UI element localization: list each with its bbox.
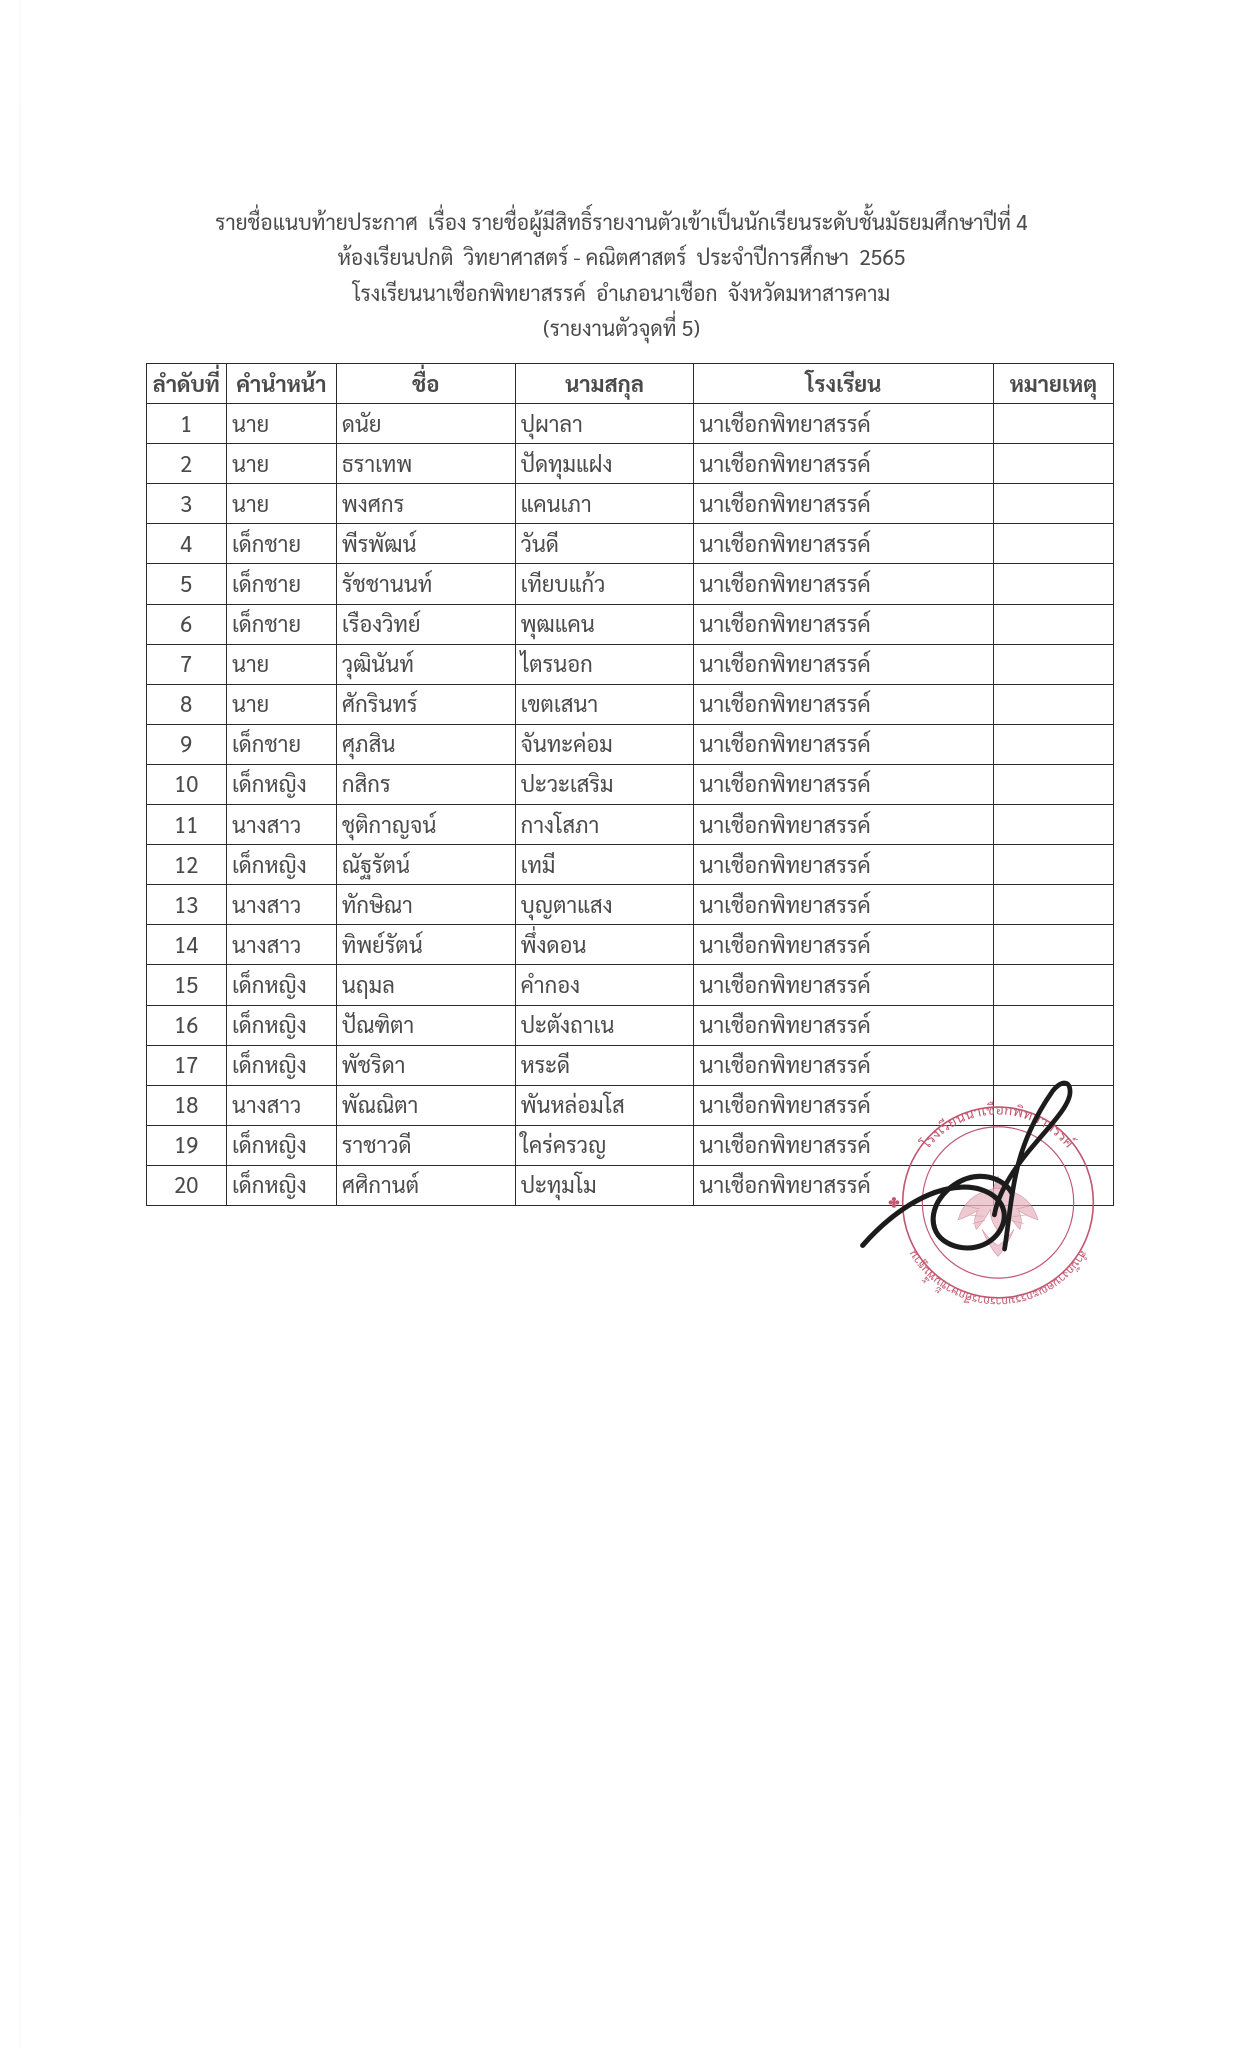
- svg-text:สำนักงานคณะกรรมการการศึกษาขั้น: สำนักงานคณะกรรมการการศึกษาขั้นพื้นฐาน: [905, 1248, 1091, 1310]
